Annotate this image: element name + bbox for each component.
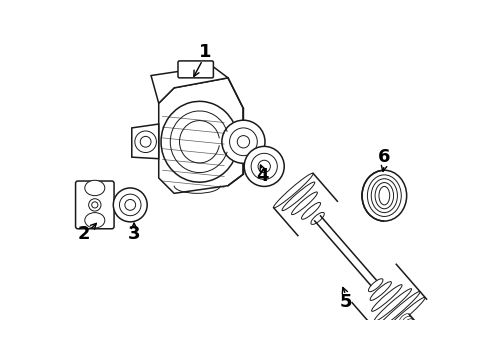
Ellipse shape <box>370 282 392 301</box>
Ellipse shape <box>399 314 410 323</box>
Ellipse shape <box>273 173 313 208</box>
Circle shape <box>251 153 277 180</box>
Circle shape <box>229 128 257 156</box>
Circle shape <box>89 199 101 211</box>
Circle shape <box>113 188 147 222</box>
Ellipse shape <box>375 183 393 209</box>
Circle shape <box>258 160 270 172</box>
Ellipse shape <box>292 192 318 215</box>
Ellipse shape <box>374 289 412 321</box>
FancyBboxPatch shape <box>75 181 114 229</box>
Ellipse shape <box>416 331 422 338</box>
Ellipse shape <box>413 329 420 336</box>
Ellipse shape <box>411 327 418 334</box>
Ellipse shape <box>368 175 401 216</box>
Ellipse shape <box>381 297 425 336</box>
Ellipse shape <box>85 213 105 228</box>
FancyBboxPatch shape <box>178 61 214 78</box>
Ellipse shape <box>402 316 411 325</box>
Polygon shape <box>151 66 228 103</box>
Ellipse shape <box>282 182 315 211</box>
Text: 3: 3 <box>128 225 140 243</box>
Ellipse shape <box>362 170 407 221</box>
Ellipse shape <box>406 321 415 329</box>
Text: 1: 1 <box>198 44 211 62</box>
Text: 4: 4 <box>256 167 269 185</box>
Ellipse shape <box>311 212 324 224</box>
Ellipse shape <box>376 292 420 330</box>
Ellipse shape <box>379 186 390 205</box>
Ellipse shape <box>371 179 397 213</box>
Circle shape <box>92 202 98 208</box>
Ellipse shape <box>415 332 426 342</box>
Text: 5: 5 <box>340 293 352 311</box>
Circle shape <box>135 131 156 153</box>
Ellipse shape <box>404 319 413 327</box>
Polygon shape <box>132 124 159 159</box>
Polygon shape <box>159 78 244 193</box>
Ellipse shape <box>301 202 320 219</box>
Circle shape <box>244 147 284 186</box>
Ellipse shape <box>85 180 105 195</box>
Circle shape <box>120 194 141 216</box>
Circle shape <box>140 136 151 147</box>
Circle shape <box>237 136 249 148</box>
Ellipse shape <box>368 279 383 292</box>
Text: 6: 6 <box>378 148 391 166</box>
Ellipse shape <box>371 285 402 311</box>
Circle shape <box>222 120 265 163</box>
Ellipse shape <box>409 324 416 332</box>
Circle shape <box>125 199 136 210</box>
Text: 2: 2 <box>78 225 90 243</box>
